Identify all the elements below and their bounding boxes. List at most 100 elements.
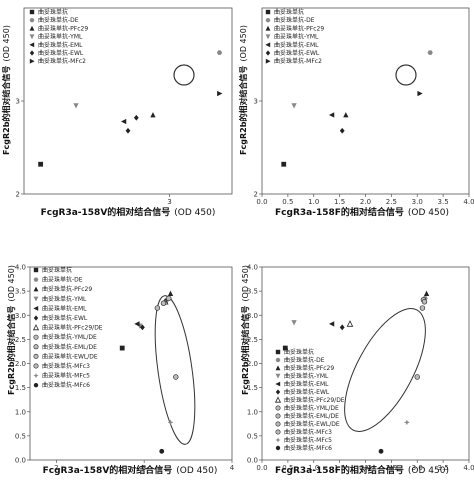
data-point [423,290,430,296]
y-axis-label: FcgR2b的相对结合信号 (OD 450) [6,265,16,395]
legend-marker [29,42,35,48]
legend-label: 曲妥珠单抗-EWL [38,49,84,57]
x-tick-label: 2.5 [386,464,397,472]
legend-marker [29,25,35,31]
legend-label: 曲妥珠单抗-EML/DE [42,343,97,351]
data-point [328,112,335,118]
y-tick-label: 3.5 [15,288,26,296]
x-axis-unit: (OD 450) [408,466,449,476]
chart-panel-4: 0.0 0.5 1.0 1.5 2.0 2.5 3.0 3.5 4.0 0.0 0.5 1.0 1.5 2… [240,264,474,477]
legend-label: 曲妥珠单抗-PFc29 [274,24,324,32]
legend-marker [33,383,39,388]
legend-label: 曲妥珠单抗-EML [38,41,83,49]
highlight-circle [173,64,195,86]
data-point [167,290,174,296]
data-point [339,127,345,134]
legend-marker [29,9,35,15]
y-tick-label: 4.0 [15,264,26,272]
legend-marker [275,373,281,379]
y-axis-label: FcgR2b的相对结合信号 (OD 450) [240,265,250,395]
y-tick-label: 4.0 [247,264,258,272]
x-tick-label: 2.0 [360,198,371,206]
x-tick-label: 4.0 [463,464,474,472]
legend-marker [32,324,40,331]
legend-marker [275,357,281,363]
chart-panel-3: 2 3 4 0.0 0.5 1.0 1.5 2.0 2.5 3.0 3.5 4.0 FcgR3a-158… [6,264,235,477]
legend-marker [33,372,39,379]
data-point [417,90,423,97]
y-tick-label: 0.0 [15,457,26,465]
legend-marker [33,344,39,350]
legend: 曲妥珠单抗曲妥珠单抗-DE曲妥珠单抗-PFc29曲妥珠单抗-YML曲妥珠单抗-E… [265,8,324,65]
data-point [281,161,287,167]
data-point [291,103,297,109]
legend-marker [33,305,39,311]
legend-label: 曲妥珠单抗-EML [284,380,329,388]
y-tick-label: 2.0 [247,360,258,368]
data-point [150,112,156,118]
legend-label: 曲妥珠单抗-YML/DE [42,333,97,341]
legend-marker [265,58,271,64]
legend-marker [33,315,39,321]
x-axis-unit: (OD 450) [176,466,217,476]
x-tick-label: 4 [230,464,235,472]
x-axis-unit: (OD 450) [174,208,215,218]
x-tick-label: 3 [142,464,146,472]
legend-label: 曲妥珠单抗-PFc29 [38,24,88,32]
y-axis-unit: (OD 450) [7,265,16,302]
y-tick-label: 2 [254,191,258,199]
legend-label: 曲妥珠单抗-DE [42,276,83,284]
data-point [38,161,44,167]
data-point [140,324,145,331]
legend-label: 曲妥珠单抗 [274,8,304,16]
legend-marker [33,286,39,292]
data-point [173,374,179,380]
x-tick-label: 3.5 [438,464,449,472]
legend-label: 曲妥珠单抗-PFc29/DE [42,324,103,332]
legend-label: 曲妥珠单抗-YML [274,33,319,41]
legend-marker [275,445,281,451]
data-point [120,118,127,125]
x-axis-unit: (OD 450) [408,208,449,218]
x-axis-title: FcgR3a-158V的相对结合信号 [41,206,171,218]
x-tick-label: 2.5 [386,198,397,206]
legend-label: 曲妥珠单抗-MFc2 [38,57,86,65]
legend-label: 曲妥珠单抗-MFc3 [42,362,90,370]
legend-marker [29,50,35,56]
legend-label: 曲妥珠单抗-MFc2 [274,57,322,65]
legend-label: 曲妥珠单抗-PFc29 [284,364,334,372]
y-axis-label: FcgR2b的相对结合信号 (OD 450) [238,25,248,155]
y-tick-label: 1.5 [247,384,258,392]
legend-label: 曲妥珠单抗-PFc29 [42,285,92,293]
y-tick-label: 2.5 [247,336,258,344]
legend-label: 曲妥珠单抗-MFc5 [42,372,90,380]
legend-label: 曲妥珠单抗-DE [274,16,315,24]
legend-label: 曲妥珠单抗 [284,348,314,356]
x-tick-label: 0.0 [256,198,267,206]
y-axis-title: FcgR2b的相对结合信号 [238,66,248,155]
legend-label: 曲妥珠单抗-EWL [42,314,88,322]
x-tick-label: 3.0 [412,464,423,472]
x-tick-label: 3.5 [438,198,449,206]
y-axis-unit: (OD 450) [241,265,250,302]
legend-marker [33,267,39,273]
y-tick-label: 3.0 [247,312,258,320]
legend-marker [275,381,281,387]
highlight-ellipse [154,295,196,445]
legend-marker [275,413,281,419]
legend-marker [265,25,271,31]
legend-label: 曲妥珠单抗 [42,266,72,274]
legend-marker [33,296,39,302]
chart-panel-2: 0.0 0.5 1.0 1.5 2.0 2.5 3.0 3.5 4.0 2 3 FcgR3a-158F… [238,7,474,218]
data-point [404,419,410,426]
data-point [134,321,140,327]
legend-marker [275,429,281,435]
legend-label: 曲妥珠单抗 [38,8,68,16]
x-tick-label: 4.0 [463,198,474,206]
legend-label: 曲妥珠单抗-EWL/DE [42,352,98,360]
legend-marker [274,396,282,403]
x-tick-label: 2.0 [360,464,371,472]
y-axis-title: FcgR2b的相对结合信号 [6,306,16,395]
highlight-ellipse [344,308,426,432]
